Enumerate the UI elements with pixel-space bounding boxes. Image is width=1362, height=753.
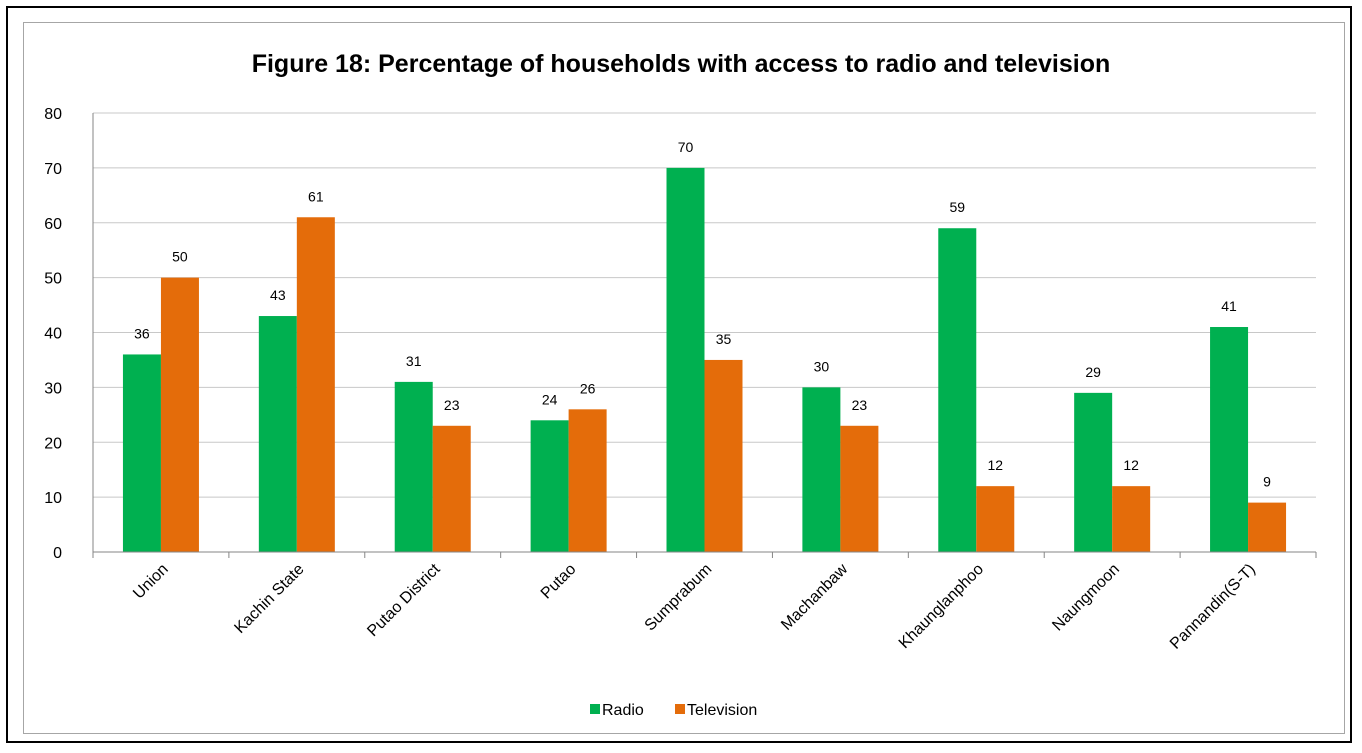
x-tick-label: Sumprabum <box>642 561 716 635</box>
bar-radio <box>666 167 705 552</box>
legend-swatch <box>675 704 685 714</box>
bar-television <box>568 409 607 552</box>
bars <box>122 167 1287 553</box>
data-label: 30 <box>814 358 830 374</box>
y-tick-label: 30 <box>44 380 62 397</box>
bar-television <box>976 486 1015 552</box>
data-label: 50 <box>172 249 188 265</box>
y-tick-label: 70 <box>44 161 62 178</box>
x-tick-label: Naungmoon <box>1049 561 1123 635</box>
bar-radio <box>938 228 977 553</box>
bar-radio <box>530 420 569 552</box>
bar-radio <box>122 354 161 552</box>
bar-radio <box>258 316 297 552</box>
data-label: 9 <box>1263 474 1271 490</box>
bar-television <box>432 425 471 552</box>
data-label: 24 <box>542 391 558 407</box>
y-tick-label: 0 <box>53 545 62 562</box>
data-label: 31 <box>406 353 422 369</box>
legend-label: Radio <box>602 702 644 719</box>
y-tick-label: 80 <box>44 106 62 123</box>
bar-television <box>1248 502 1287 552</box>
y-tick-label: 20 <box>44 435 62 452</box>
data-label: 35 <box>716 331 732 347</box>
chart-area-border <box>23 22 1345 734</box>
bar-radio <box>394 381 433 552</box>
bar-television <box>296 217 335 552</box>
data-label: 29 <box>1085 364 1101 380</box>
data-label: 43 <box>270 287 286 303</box>
bar-television <box>160 277 199 552</box>
y-tick-label: 50 <box>44 271 62 288</box>
x-tick-label: Putao <box>538 561 580 603</box>
bar-radio <box>802 387 841 552</box>
bar-television <box>840 425 879 552</box>
bar-radio <box>1210 327 1249 552</box>
y-tick-label: 60 <box>44 216 62 233</box>
bar-radio <box>1074 392 1113 552</box>
x-tick-label: Khaunglanphoo <box>896 561 987 652</box>
data-label: 23 <box>852 397 868 413</box>
x-tick-label: Kachin State <box>231 561 307 637</box>
data-label: 61 <box>308 188 324 204</box>
data-labels: 36 50 43 61 31 23 24 26 70 35 30 23 59 12 29 12 41 9 <box>134 139 1271 490</box>
x-tick-label: Union <box>130 561 172 603</box>
y-tick-label: 40 <box>44 326 62 343</box>
data-label: 12 <box>1123 457 1139 473</box>
data-label: 23 <box>444 397 460 413</box>
chart-title: Figure 18: Percentage of households with… <box>252 50 1111 78</box>
bar-television <box>1112 486 1151 552</box>
data-label: 26 <box>580 380 596 396</box>
data-label: 59 <box>949 199 965 215</box>
legend-swatch <box>590 704 600 714</box>
x-tick-label: Machanbaw <box>778 560 851 633</box>
data-label: 41 <box>1221 298 1237 314</box>
y-tick-label: 10 <box>44 490 62 507</box>
legend: Radio Television <box>590 702 757 719</box>
legend-label: Television <box>687 702 757 719</box>
x-tick-label: Pannandin(S-T) <box>1167 561 1259 653</box>
data-label: 70 <box>678 139 694 155</box>
data-label: 36 <box>134 325 150 341</box>
data-label: 12 <box>987 457 1003 473</box>
bar-television <box>704 359 743 552</box>
x-tick-label: Putao District <box>364 560 444 640</box>
